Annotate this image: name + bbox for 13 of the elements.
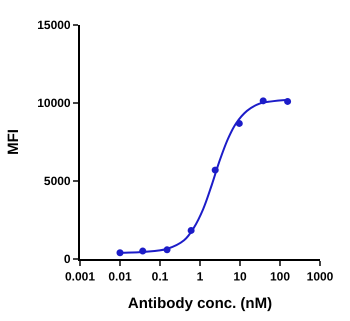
y-tick-label: 5000	[44, 174, 71, 188]
x-tick-label: 0.01	[108, 269, 132, 284]
x-tick-label: 1	[196, 269, 204, 284]
y-axis-title: MFI	[4, 129, 22, 155]
y-tick-label: 15000	[37, 18, 71, 32]
x-tick-label: 100	[270, 269, 290, 284]
x-tick-label: 0.001	[64, 269, 96, 284]
x-tick-label: 0.1	[152, 269, 169, 284]
y-tick-label: 0	[64, 252, 71, 266]
x-tick-label: 1000	[306, 269, 334, 284]
x-axis-title: Antibody conc. (nM)	[128, 294, 272, 312]
x-tick-label: 10	[233, 269, 247, 284]
y-tick-label: 10000	[37, 96, 71, 110]
